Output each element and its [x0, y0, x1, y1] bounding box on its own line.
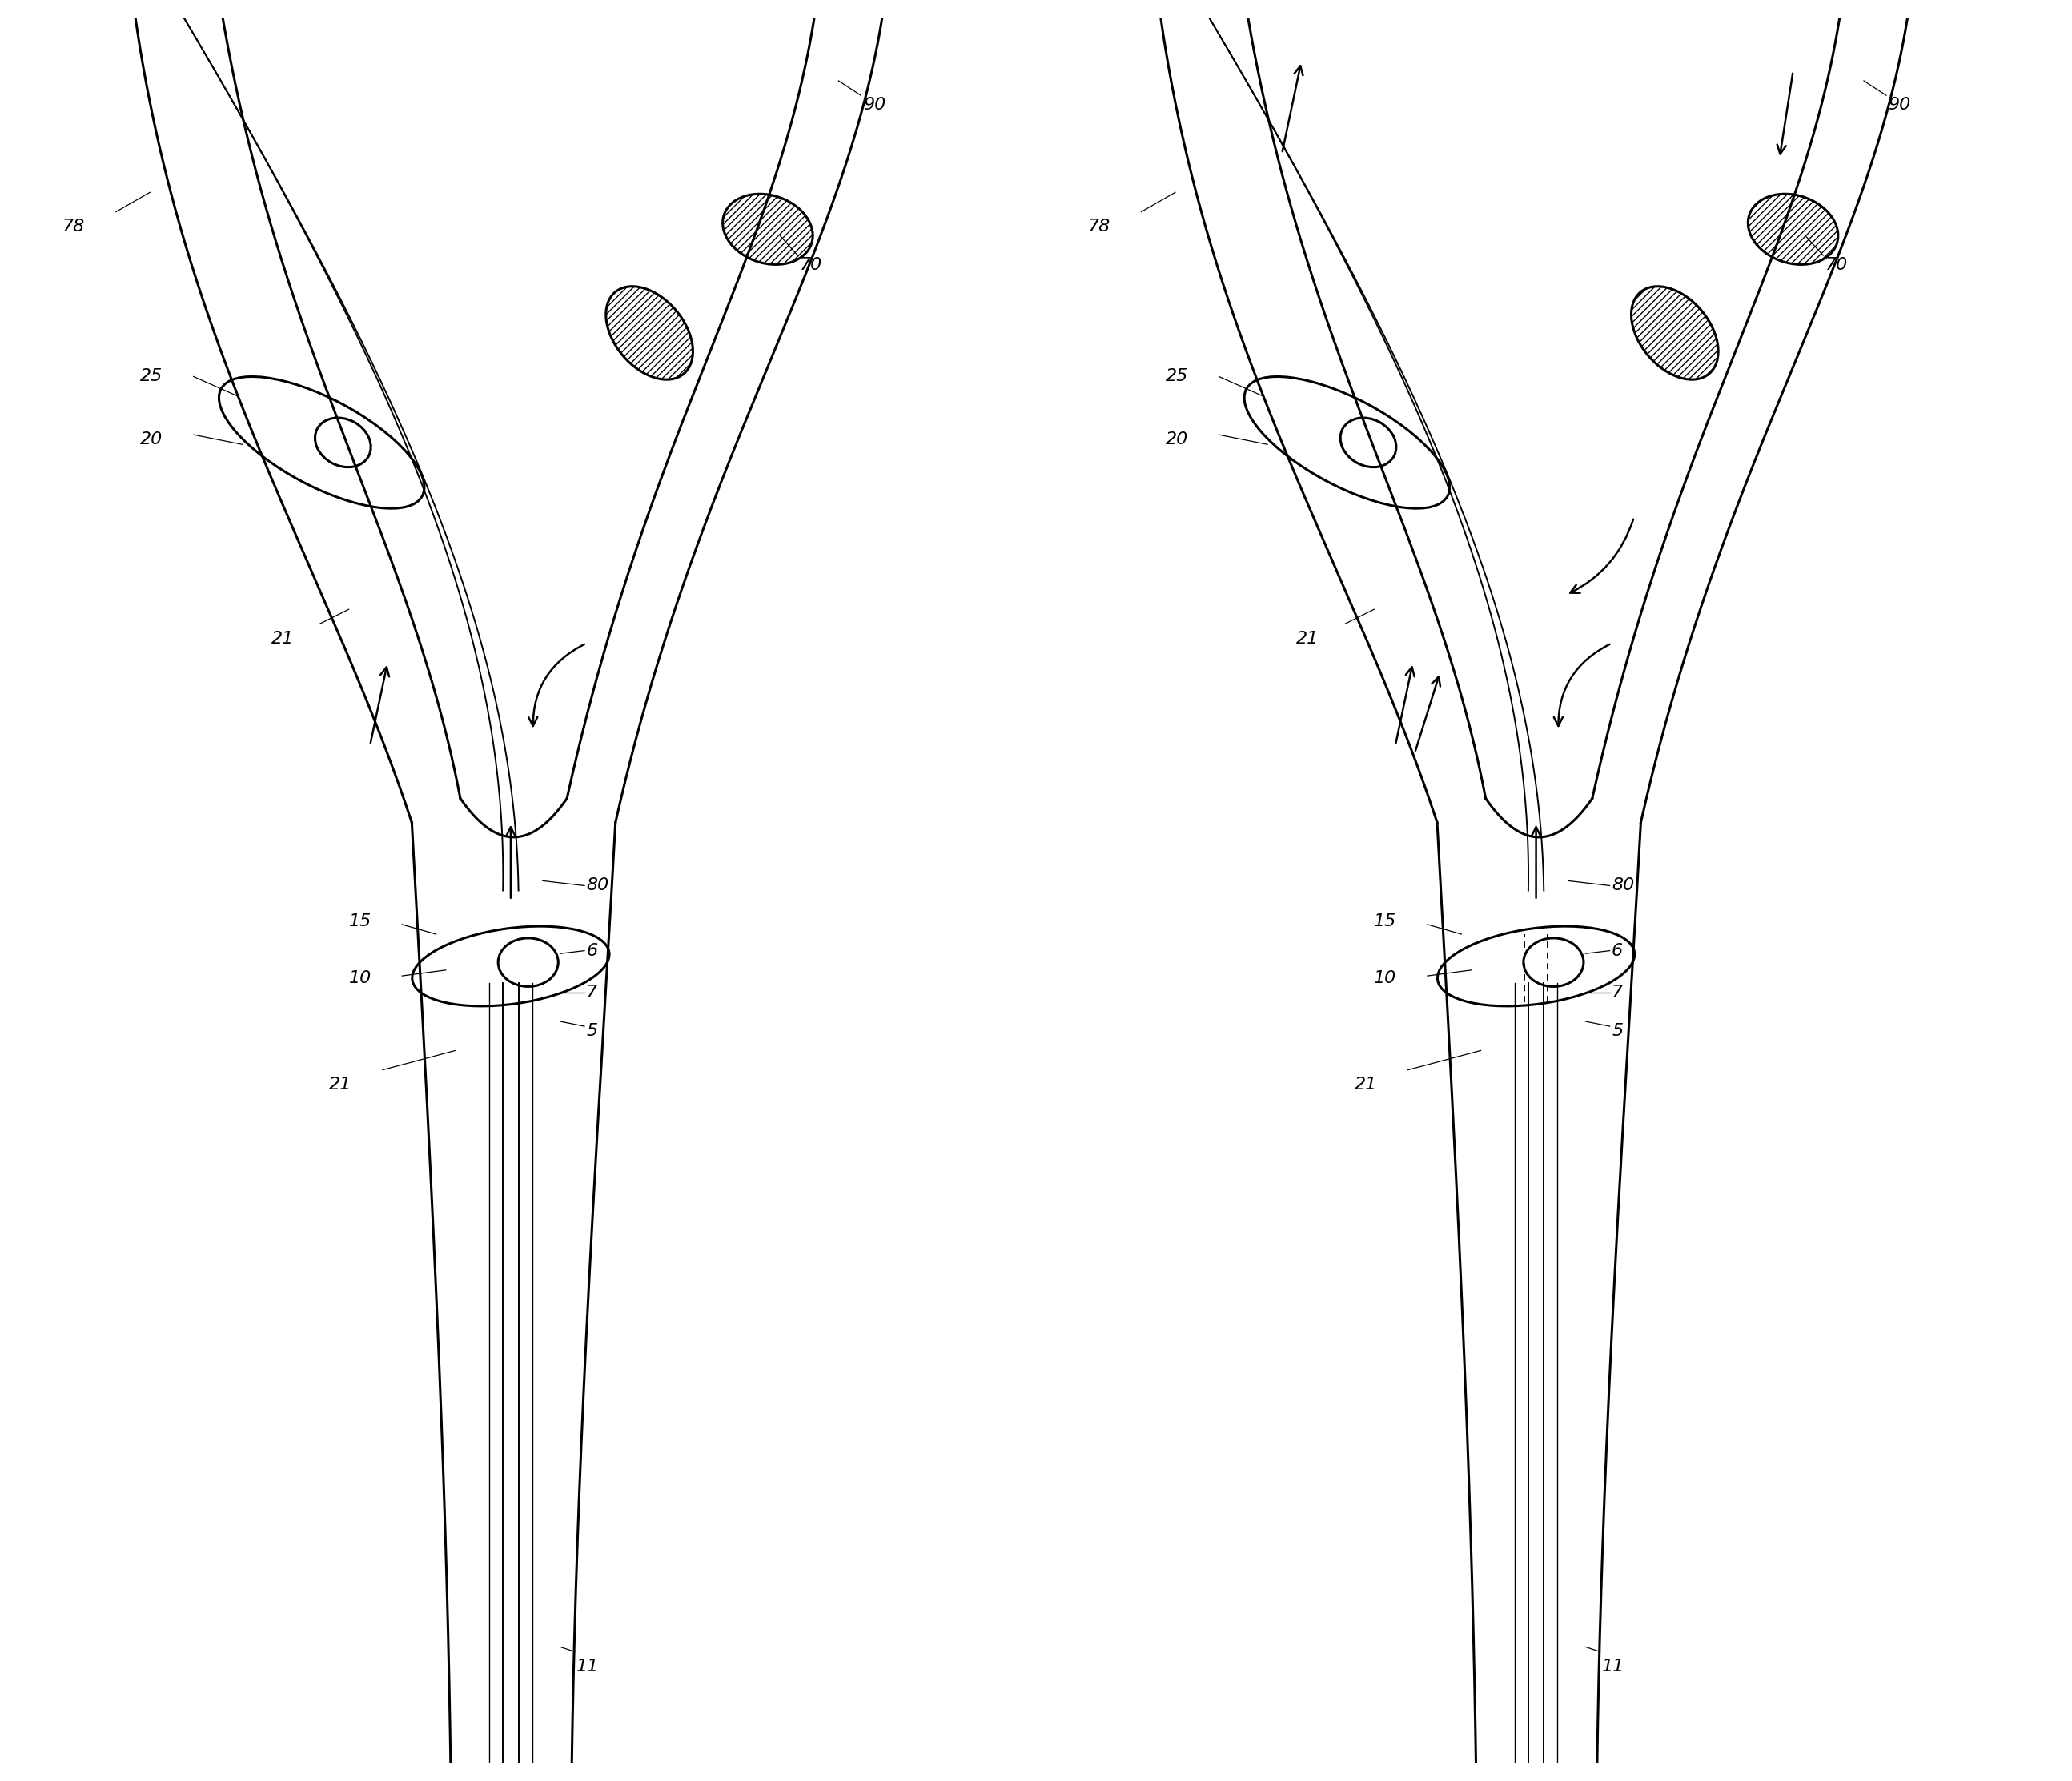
Text: 11: 11	[1602, 1658, 1624, 1674]
Text: 7: 7	[1612, 985, 1622, 1001]
Text: 21: 21	[1355, 1076, 1378, 1092]
Text: 90: 90	[1888, 98, 1910, 112]
Text: 25: 25	[141, 369, 164, 385]
Text: 6: 6	[586, 942, 597, 958]
Text: 70: 70	[800, 256, 823, 272]
Text: 70: 70	[1825, 256, 1848, 272]
Text: 10: 10	[1374, 971, 1397, 985]
Ellipse shape	[1631, 287, 1718, 379]
Text: 21: 21	[271, 630, 294, 647]
Text: 80: 80	[586, 878, 609, 894]
Text: 21: 21	[1297, 630, 1320, 647]
Text: 5: 5	[586, 1022, 597, 1038]
Text: 7: 7	[586, 985, 597, 1001]
Text: 11: 11	[576, 1658, 599, 1674]
Ellipse shape	[605, 287, 692, 379]
Ellipse shape	[1749, 194, 1838, 264]
Text: 15: 15	[348, 914, 371, 930]
Text: 90: 90	[862, 98, 885, 112]
Text: 78: 78	[62, 219, 85, 235]
Text: 25: 25	[1167, 369, 1187, 385]
Text: 10: 10	[348, 971, 371, 985]
Text: 21: 21	[329, 1076, 352, 1092]
Text: 6: 6	[1612, 942, 1622, 958]
Text: 15: 15	[1374, 914, 1397, 930]
Text: 20: 20	[1167, 431, 1187, 447]
Text: 80: 80	[1612, 878, 1635, 894]
Text: 78: 78	[1088, 219, 1111, 235]
Text: 5: 5	[1612, 1022, 1622, 1038]
Ellipse shape	[723, 194, 812, 264]
Text: 20: 20	[141, 431, 164, 447]
